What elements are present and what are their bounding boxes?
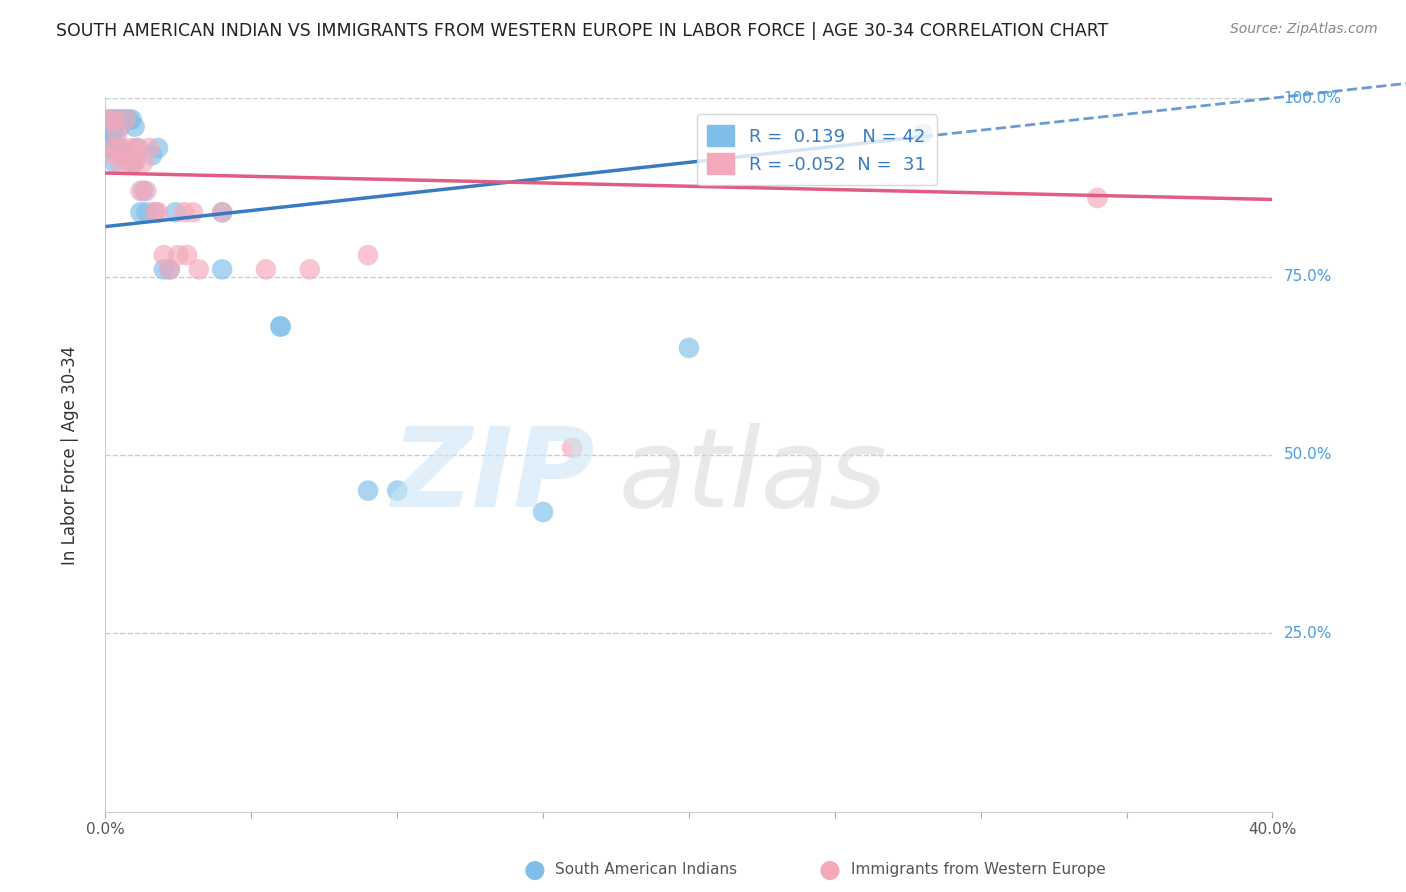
Point: [121, 155, 143, 169]
Point: [165, 205, 187, 219]
Point: [211, 205, 233, 219]
Point: [115, 148, 138, 162]
Text: South American Indians: South American Indians: [555, 863, 738, 877]
Point: [97, 127, 120, 141]
Point: [143, 205, 166, 219]
Point: [111, 112, 134, 127]
Text: 75.0%: 75.0%: [1284, 269, 1331, 284]
Point: [97, 141, 120, 155]
Point: [357, 483, 380, 498]
Text: atlas: atlas: [619, 423, 887, 530]
Point: [108, 141, 131, 155]
Point: [108, 155, 131, 169]
Point: [100, 141, 122, 155]
Y-axis label: In Labor Force | Age 30-34: In Labor Force | Age 30-34: [60, 345, 79, 565]
Point: [146, 205, 169, 219]
Point: [176, 248, 198, 262]
Point: [124, 120, 146, 134]
Point: [357, 248, 380, 262]
Point: [115, 112, 138, 127]
Legend: R =  0.139   N = 42, R = -0.052  N =  31: R = 0.139 N = 42, R = -0.052 N = 31: [696, 114, 936, 185]
Point: [167, 248, 190, 262]
Point: [132, 184, 155, 198]
Point: [103, 127, 125, 141]
Point: [181, 205, 204, 219]
Point: [97, 112, 120, 127]
Point: [121, 141, 143, 155]
Point: [115, 112, 138, 127]
Point: [100, 112, 122, 127]
Text: Source: ZipAtlas.com: Source: ZipAtlas.com: [1230, 22, 1378, 37]
Point: [911, 127, 934, 141]
Point: [269, 319, 292, 334]
Point: [143, 205, 166, 219]
Point: [129, 205, 152, 219]
Point: [111, 148, 134, 162]
Point: [124, 155, 146, 169]
Point: [129, 184, 152, 198]
Text: ●: ●: [523, 858, 546, 881]
Point: [111, 141, 134, 155]
Point: [298, 262, 321, 277]
Point: [105, 127, 128, 141]
Point: [146, 141, 169, 155]
Point: [124, 155, 146, 169]
Text: 25.0%: 25.0%: [1284, 626, 1331, 640]
Point: [269, 319, 292, 334]
Point: [135, 205, 157, 219]
Point: [211, 205, 233, 219]
Point: [173, 205, 195, 219]
Point: [121, 112, 143, 127]
Point: [105, 112, 128, 127]
Point: [211, 262, 233, 277]
Point: [105, 141, 128, 155]
Text: 50.0%: 50.0%: [1284, 448, 1331, 462]
Point: [118, 155, 141, 169]
Point: [531, 505, 554, 519]
Point: [678, 341, 700, 355]
Point: [127, 141, 149, 155]
Point: [108, 112, 131, 127]
Text: 100.0%: 100.0%: [1284, 91, 1341, 105]
Point: [141, 148, 163, 162]
Text: Immigrants from Western Europe: Immigrants from Western Europe: [851, 863, 1105, 877]
Point: [138, 141, 160, 155]
Point: [97, 112, 120, 127]
Point: [103, 148, 125, 162]
Point: [159, 262, 181, 277]
Point: [1085, 191, 1108, 205]
Point: [561, 441, 583, 455]
Point: [152, 248, 174, 262]
Point: [159, 262, 181, 277]
Text: ●: ●: [818, 858, 841, 881]
Point: [254, 262, 277, 277]
Point: [187, 262, 209, 277]
Point: [103, 112, 125, 127]
Point: [108, 120, 131, 134]
Point: [103, 112, 125, 127]
Point: [127, 141, 149, 155]
Point: [100, 141, 122, 155]
Text: SOUTH AMERICAN INDIAN VS IMMIGRANTS FROM WESTERN EUROPE IN LABOR FORCE | AGE 30-: SOUTH AMERICAN INDIAN VS IMMIGRANTS FROM…: [56, 22, 1108, 40]
Point: [100, 127, 122, 141]
Point: [152, 262, 174, 277]
Point: [118, 112, 141, 127]
Point: [385, 483, 408, 498]
Point: [103, 155, 125, 169]
Point: [135, 184, 157, 198]
Point: [132, 155, 155, 169]
Text: ZIP: ZIP: [392, 423, 596, 530]
